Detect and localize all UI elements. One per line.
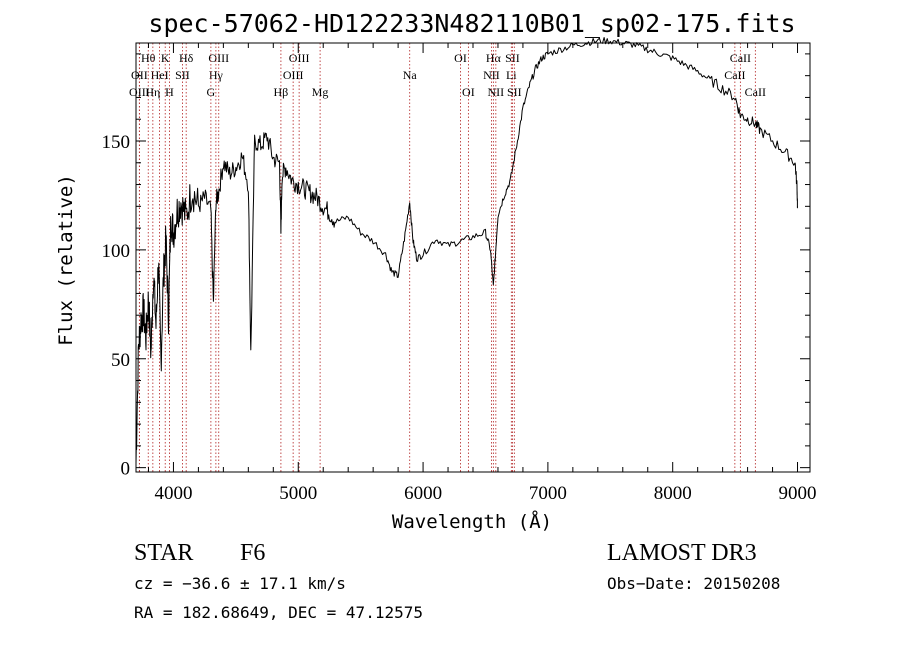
spectral-line-label: Hβ xyxy=(274,85,289,99)
x-tick-label: 8000 xyxy=(654,483,692,504)
spectral-line-label: Hγ xyxy=(209,68,224,82)
object-class: STAR xyxy=(134,540,193,566)
flux-line xyxy=(135,37,798,464)
y-tick-label: 0 xyxy=(121,459,131,480)
plot-frame xyxy=(135,42,811,473)
x-tick-label: 4000 xyxy=(154,483,192,504)
object-subclass: F6 xyxy=(240,540,265,566)
spectral-line-label: G xyxy=(207,85,216,99)
spectral-line-label: Hδ xyxy=(179,51,194,65)
spectral-line-label: Hη xyxy=(145,85,160,99)
spectral-line-label: Li xyxy=(506,68,517,82)
spectral-line-label: Hθ xyxy=(141,51,156,65)
x-tick-label: 9000 xyxy=(779,483,817,504)
redshift-cz: cz = −36.6 ± 17.1 km/s xyxy=(134,574,346,593)
spectral-line-label: SII xyxy=(505,51,520,65)
y-tick-label: 50 xyxy=(111,350,130,371)
spectral-line-label: NII xyxy=(483,68,500,82)
chart-title: spec-57062-HD122233N482110B01_sp02-175.f… xyxy=(148,9,795,38)
y-tick-label: 100 xyxy=(102,241,131,262)
spectral-line-label: H xyxy=(165,85,174,99)
spectral-line-label: K xyxy=(161,51,170,65)
spectral-line-label: CaII xyxy=(730,51,751,65)
spectral-line-label: OIII xyxy=(283,68,304,82)
spectral-line-label: SII xyxy=(175,68,190,82)
survey-name: LAMOST DR3 xyxy=(607,540,757,566)
spectral-line-label: OI xyxy=(462,85,475,99)
spectral-line-label: CaII xyxy=(724,68,745,82)
spectral-line-label: NII xyxy=(488,85,505,99)
x-tick-label: 5000 xyxy=(279,483,317,504)
y-axis-label: Flux (relative) xyxy=(55,174,77,346)
spectral-line-label: OI xyxy=(454,51,467,65)
observation-date: Obs−Date: 20150208 xyxy=(607,574,780,593)
spectral-line-label: Hα xyxy=(486,51,502,65)
spectral-line-label: OIII xyxy=(129,85,150,99)
spectral-line-label: SII xyxy=(507,85,522,99)
spectral-line-label: Na xyxy=(403,68,418,82)
x-tick-label: 7000 xyxy=(529,483,567,504)
x-tick-label: 6000 xyxy=(404,483,442,504)
y-axis-ticks: 0 50 100 150 xyxy=(102,53,810,480)
spectral-line-label: HeI xyxy=(151,68,169,82)
y-tick-label: 150 xyxy=(102,132,131,153)
coordinates: RA = 182.68649, DEC = 47.12575 xyxy=(134,603,423,622)
spectral-line-label: CaII xyxy=(745,85,766,99)
spectrum-series xyxy=(135,37,798,464)
x-axis-ticks: 4000 5000 6000 7000 8000 9000 xyxy=(147,43,817,504)
x-axis-label: Wavelength (Å) xyxy=(392,510,552,533)
spectral-line-label: Mg xyxy=(312,85,329,99)
spectral-line-label: OIII xyxy=(208,51,229,65)
spectral-line-label: OIII xyxy=(289,51,310,65)
